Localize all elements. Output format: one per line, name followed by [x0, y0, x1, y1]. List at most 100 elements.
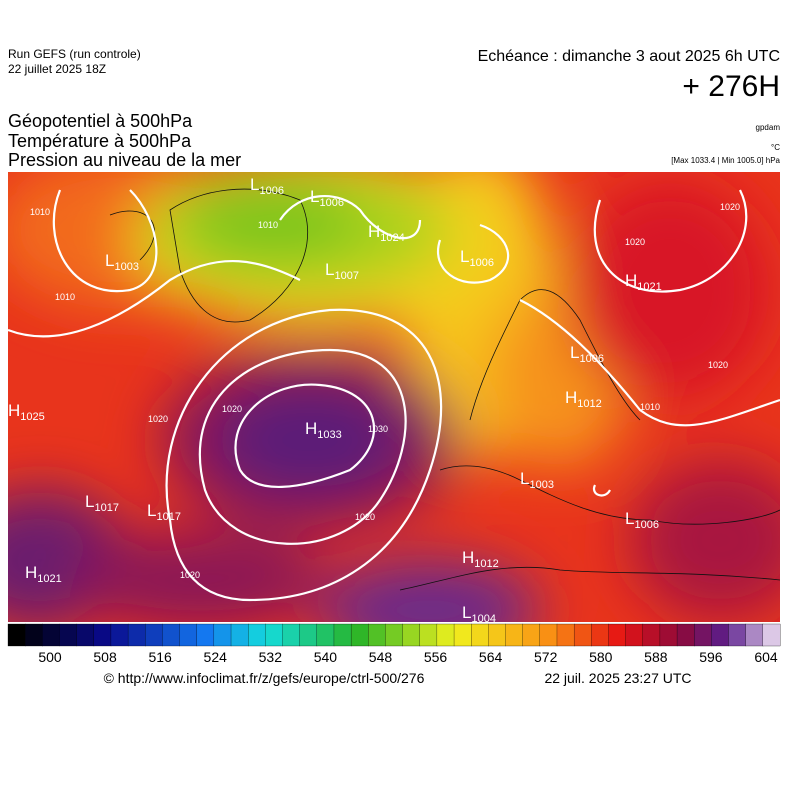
colorbar: 500 508 516 524 532 540 548 556 564 572 580 588 596 6… — [7, 623, 781, 665]
colorbar-cell — [162, 623, 181, 647]
unit: °C — [771, 143, 780, 152]
center-letter: L — [85, 492, 94, 511]
colorbar-cell — [471, 623, 489, 647]
colorbar-cell — [350, 623, 369, 647]
colorbar-cell — [625, 623, 644, 647]
center-letter: L — [460, 247, 469, 266]
colorbar-label: 548 — [369, 649, 393, 665]
center-letter: H — [565, 388, 577, 407]
center-value: 1017 — [94, 502, 118, 514]
colorbar-cell — [573, 623, 592, 647]
colorbar-label: 556 — [424, 649, 448, 665]
isobar-label: 1030 — [368, 424, 388, 434]
field: Pression au niveau de la mer — [8, 150, 241, 170]
center-letter: L — [325, 260, 334, 279]
colorbar-cell — [265, 623, 283, 647]
center-letter: H — [8, 401, 20, 420]
pressure-center: L1006 — [460, 247, 494, 269]
colorbar-label: 508 — [93, 649, 117, 665]
center-value: 1006 — [469, 257, 493, 269]
colorbar-cell — [248, 623, 266, 647]
colorbar-cell — [728, 623, 747, 647]
center-letter: L — [570, 343, 579, 362]
center-letter: H — [305, 419, 317, 438]
isobar-label: 1020 — [708, 360, 728, 370]
colorbar-label: 500 — [38, 649, 62, 665]
pressure-center: H1033 — [305, 419, 342, 441]
center-value: 1006 — [319, 197, 343, 209]
isobar-label: 1020 — [355, 512, 375, 522]
pressure-center: L1006 — [310, 187, 344, 209]
pressure-center: L1004 — [462, 603, 496, 625]
colorbar-cell — [7, 623, 26, 647]
isobar-label: 1020 — [222, 404, 242, 414]
colorbar-cell — [591, 623, 609, 647]
field: Géopotentiel à 500hPa — [8, 111, 193, 131]
pressure-center: H1021 — [25, 563, 62, 585]
isobar-label: 1010 — [258, 220, 278, 230]
center-letter: L — [310, 187, 319, 206]
colorbar-cell — [419, 623, 438, 647]
colorbar-label: 540 — [314, 649, 338, 665]
center-letter: L — [625, 509, 634, 528]
center-value: 1025 — [20, 411, 44, 423]
colorbar-cell — [556, 623, 575, 647]
colorbar-cell — [659, 623, 678, 647]
colorbar-cell — [282, 623, 301, 647]
colorbar-cell — [694, 623, 712, 647]
isobar-label: 1010 — [30, 207, 50, 217]
colorbar-cell — [436, 623, 455, 647]
source: © http://www.infoclimat.fr/z/gefs/europe… — [104, 670, 425, 686]
colorbar-cell — [505, 623, 524, 647]
center-value: 1006 — [634, 519, 658, 531]
colorbar-label: 524 — [204, 649, 228, 665]
colorbar-cell — [110, 623, 129, 647]
colorbar-cell — [385, 623, 404, 647]
center-value: 1012 — [474, 558, 498, 570]
isobar-label: 1010 — [640, 402, 660, 412]
center-value: 1021 — [637, 281, 661, 293]
colorbar-cell — [299, 623, 318, 647]
colorbar-cell — [25, 623, 43, 647]
center-value: 1006 — [579, 353, 603, 365]
generated: 22 juil. 2025 23:27 UTC — [544, 670, 691, 686]
colorbar-cell — [745, 623, 764, 647]
center-value: 1006 — [259, 185, 283, 197]
colorbar-cell — [522, 623, 541, 647]
center-letter: H — [625, 271, 637, 290]
isobar-label: 1020 — [625, 237, 645, 247]
center-value: 1003 — [529, 479, 553, 491]
colorbar-cell — [488, 623, 506, 647]
pressure-center: L1017 — [85, 492, 119, 514]
colorbar-label: 588 — [644, 649, 668, 665]
center-value: 1017 — [156, 511, 180, 523]
colorbar-label: 580 — [589, 649, 613, 665]
run-date: 22 juillet 2025 18Z — [8, 62, 106, 76]
center-letter: H — [368, 222, 380, 241]
run: Run GEFS (run controle) — [8, 47, 141, 61]
pressure-center: H1024 — [368, 222, 405, 244]
isobar-label: 1020 — [180, 570, 200, 580]
colorbar-cell — [179, 623, 198, 647]
colorbar-label: 564 — [479, 649, 503, 665]
isobar-label: 1020 — [720, 202, 740, 212]
colorbar-cell — [213, 623, 232, 647]
center-value: 1024 — [380, 232, 404, 244]
center-value: 1021 — [37, 573, 61, 585]
colorbar-cell — [42, 623, 60, 647]
pressure-center: H1012 — [462, 548, 499, 570]
center-letter: L — [147, 501, 156, 520]
pressure-center: L1006 — [570, 343, 604, 365]
center-value: 1012 — [577, 398, 601, 410]
pressure-center: L1007 — [325, 260, 359, 282]
valid-time: Echéance : dimanche 3 aout 2025 6h UTC — [478, 48, 780, 65]
pressure-center: L1003 — [105, 251, 139, 273]
colorbar-label: 604 — [754, 649, 778, 665]
colorbar-cell — [402, 623, 421, 647]
center-letter: H — [462, 548, 474, 567]
colorbar-cell — [608, 623, 627, 647]
colorbar-cell — [59, 623, 78, 647]
colorbar-cell — [230, 623, 249, 647]
